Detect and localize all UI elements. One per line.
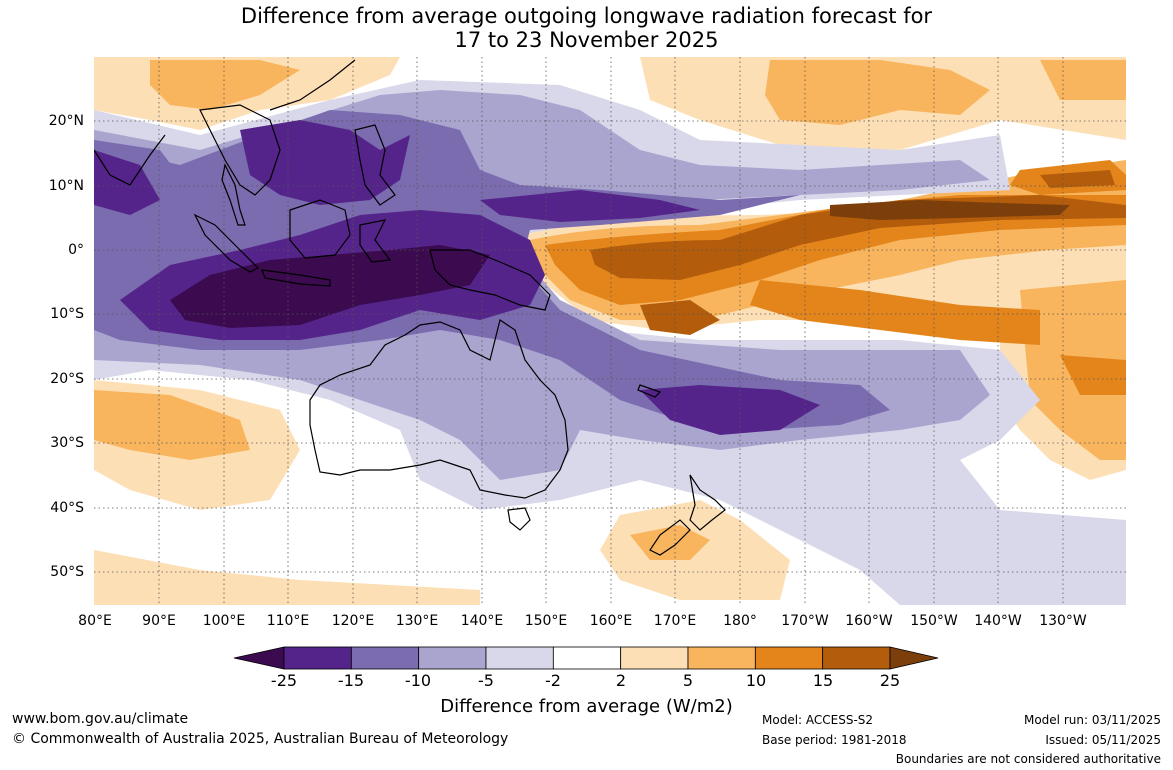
southern-light-positive [94,550,480,605]
colorbar-swatch [350,646,420,670]
lon-label: 170°W [781,613,829,629]
itcz-very-strong-negative [480,190,700,222]
colorbar-swatch [822,646,891,670]
lon-label: 150°W [910,613,958,629]
north-pacific-east-moderate [1040,60,1126,100]
lon-label: 170°E [653,613,697,629]
lon-label: 90°E [142,613,176,629]
colorbar-high-extend [889,646,939,670]
china-coast [269,59,356,111]
lon-label: 160°W [845,613,893,629]
central-north-pacific-very-strong [1040,170,1115,188]
colorbar-swatch [485,646,554,670]
colorbar-swatches [233,646,939,670]
graticule [94,57,1126,605]
lat-label: 50°S [50,564,84,580]
website-link[interactable]: www.bom.gov.au/climate [12,711,189,727]
south-pacific-strong-positive [750,280,1040,345]
colorbar-swatch [687,646,756,670]
colorbar-low-extend [233,646,285,670]
south-pacific-very-strong [640,300,720,335]
colorbar-tick: -15 [337,671,365,690]
lon-label: 80°E [78,613,112,629]
malay-peninsula-coast [221,163,246,226]
colorbar-swatch [552,646,622,670]
lon-label: 180° [723,613,757,629]
indochina-coast [199,104,281,196]
asia-moderate-positive [150,60,300,110]
lat-label: 0° [68,242,84,258]
copyright: © Commonwealth of Australia 2025, Austra… [12,731,509,747]
very-strong-negative-north [240,120,410,205]
lon-label: 140°E [460,613,504,629]
lon-label: 130°W [1039,613,1087,629]
borneo-coast [289,199,351,259]
base-period: Base period: 1981-2018 [762,733,907,747]
east-pacific-strong-positive [1060,355,1126,395]
colorbar-label: Difference from average (W/m2) [440,696,733,717]
colorbar-tick: -2 [545,671,561,690]
colorbar-tick: -10 [404,671,432,690]
lat-label: 20°S [50,371,84,387]
new-zealand-south [649,519,691,556]
colorbar-tick: 25 [879,671,901,690]
lat-label: 10°N [48,178,84,194]
colorbar-tick: -5 [478,671,494,690]
lon-label: 160°E [589,613,633,629]
tropical-pacific-strong-positive [545,195,1126,305]
lon-label: 130°E [395,613,439,629]
philippines-coast [354,124,396,206]
lon-label: 120°E [331,613,375,629]
spcz-very-strong-negative [640,385,820,435]
very-strong-negative-west [94,150,160,215]
india-coast [94,134,166,186]
lat-label: 20°N [48,113,84,129]
colorbar-tick: 2 [615,671,627,690]
lat-label: 30°S [50,435,84,451]
lat-label: 10°S [50,306,84,322]
indian-ocean-moderate-positive [94,390,250,460]
new-zealand-north [689,474,726,531]
new-guinea-coast [429,249,551,311]
lat-label: 40°S [50,500,84,516]
title-line-2: 17 to 23 November 2025 [454,28,719,52]
new-caledonia [637,384,662,398]
tasmania-coast [507,507,531,531]
model-run: Model run: 03/11/2025 [1023,713,1161,727]
sumatra-coast [193,213,260,273]
colorbar-swatch [754,646,824,670]
lon-label: 150°E [524,613,568,629]
anomaly-field [94,57,1126,605]
coastlines [94,59,726,556]
lon-label: 110°E [266,613,310,629]
colorbar-swatch [418,646,487,670]
colorbar-tick: 5 [682,671,694,690]
equatorial-pacific-peak [830,200,1070,220]
colorbar-tick: 15 [812,671,834,690]
chart-title: Difference from average outgoing longwav… [0,4,1173,52]
issued-date: Issued: 05/11/2025 [1045,733,1161,747]
colorbar-tick: 10 [745,671,767,690]
australia-coast [309,319,569,499]
model-name: Model: ACCESS-S2 [762,713,874,727]
colorbar-tick: -25 [270,671,298,690]
disclaimer: Boundaries are not considered authoritat… [895,752,1161,766]
colorbar-swatch [283,646,352,670]
nz-moderate-positive [630,525,710,560]
colorbar-swatch [620,646,689,670]
title-line-1: Difference from average outgoing longwav… [240,4,933,28]
sulawesi-coast [359,219,392,263]
lon-label: 100°E [202,613,246,629]
lon-label: 140°W [974,613,1022,629]
java-coast [261,269,331,287]
anomaly-map [94,57,1126,605]
